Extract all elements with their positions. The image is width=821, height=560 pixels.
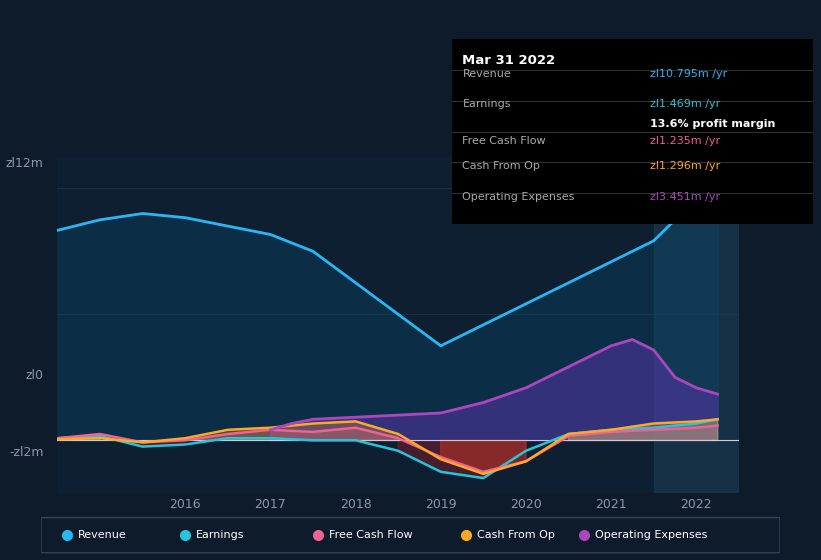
Text: Earnings: Earnings (462, 100, 511, 110)
Text: Cash From Op: Cash From Op (462, 161, 540, 171)
Text: Revenue: Revenue (78, 530, 126, 540)
Text: zl1.235m /yr: zl1.235m /yr (650, 136, 720, 146)
Text: Operating Expenses: Operating Expenses (595, 530, 708, 540)
Text: zl1.296m /yr: zl1.296m /yr (650, 161, 721, 171)
Text: Earnings: Earnings (196, 530, 245, 540)
Text: zl0: zl0 (25, 368, 44, 382)
Text: -zl2m: -zl2m (9, 446, 44, 459)
Text: zl10.795m /yr: zl10.795m /yr (650, 69, 727, 79)
Text: Free Cash Flow: Free Cash Flow (329, 530, 413, 540)
Text: Free Cash Flow: Free Cash Flow (462, 136, 546, 146)
Text: Operating Expenses: Operating Expenses (462, 192, 575, 202)
Text: zl12m: zl12m (6, 157, 44, 170)
Text: 13.6% profit margin: 13.6% profit margin (650, 119, 776, 129)
Text: Revenue: Revenue (462, 69, 511, 79)
FancyBboxPatch shape (41, 517, 780, 553)
Text: Cash From Op: Cash From Op (477, 530, 555, 540)
Bar (654, 157, 739, 493)
Text: zl3.451m /yr: zl3.451m /yr (650, 192, 720, 202)
Text: Mar 31 2022: Mar 31 2022 (462, 54, 556, 67)
Text: zl1.469m /yr: zl1.469m /yr (650, 100, 721, 110)
